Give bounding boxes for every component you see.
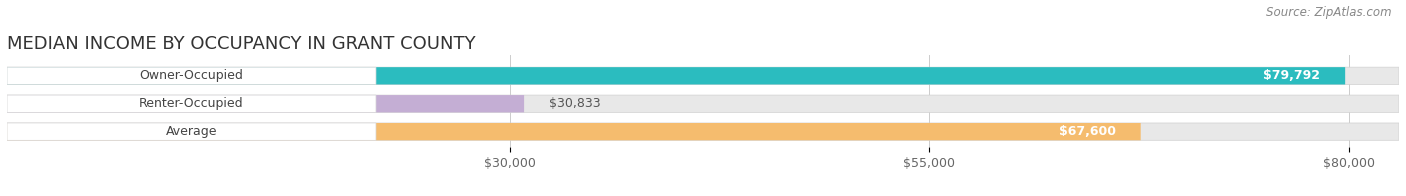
Text: $30,833: $30,833: [550, 97, 600, 110]
FancyBboxPatch shape: [7, 95, 375, 112]
Text: $67,600: $67,600: [1059, 125, 1115, 138]
Text: Owner-Occupied: Owner-Occupied: [139, 69, 243, 82]
Text: Renter-Occupied: Renter-Occupied: [139, 97, 243, 110]
FancyBboxPatch shape: [7, 123, 1140, 140]
FancyBboxPatch shape: [7, 67, 1399, 84]
FancyBboxPatch shape: [7, 67, 1346, 84]
FancyBboxPatch shape: [7, 95, 1399, 112]
Text: $79,792: $79,792: [1263, 69, 1320, 82]
Text: Source: ZipAtlas.com: Source: ZipAtlas.com: [1267, 6, 1392, 19]
FancyBboxPatch shape: [7, 123, 375, 140]
Text: Average: Average: [166, 125, 218, 138]
FancyBboxPatch shape: [7, 123, 1399, 140]
FancyBboxPatch shape: [7, 95, 524, 112]
FancyBboxPatch shape: [7, 67, 375, 84]
Text: MEDIAN INCOME BY OCCUPANCY IN GRANT COUNTY: MEDIAN INCOME BY OCCUPANCY IN GRANT COUN…: [7, 35, 475, 53]
